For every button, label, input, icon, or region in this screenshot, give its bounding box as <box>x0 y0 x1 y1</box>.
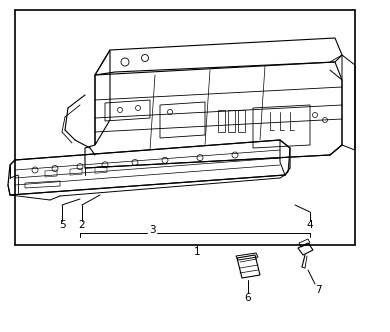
Text: 7: 7 <box>315 285 321 295</box>
Text: 3: 3 <box>149 225 155 235</box>
Text: 1: 1 <box>194 247 200 257</box>
Text: 2: 2 <box>79 220 85 230</box>
Text: 6: 6 <box>245 293 251 303</box>
Text: 5: 5 <box>58 220 65 230</box>
Text: 4: 4 <box>307 220 313 230</box>
